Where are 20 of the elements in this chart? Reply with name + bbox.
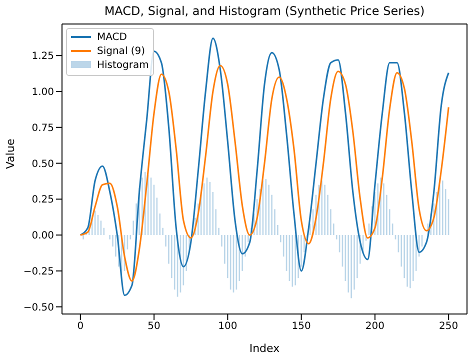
legend-label: MACD xyxy=(96,31,128,45)
x-tick-label: 200 xyxy=(365,321,384,332)
x-tick-label: 250 xyxy=(439,321,458,332)
y-tick-label: −0.25 xyxy=(23,266,54,278)
y-tick-label: 0.50 xyxy=(32,158,54,170)
y-tick-label: 0.25 xyxy=(32,194,54,206)
x-tick-label: 150 xyxy=(292,321,311,332)
y-axis-title: Value xyxy=(4,138,17,169)
y-tick-label: 0.00 xyxy=(32,230,54,242)
chart-title: MACD, Signal, and Histogram (Synthetic Price Series) xyxy=(103,4,426,18)
y-tick-label: 0.75 xyxy=(32,122,54,134)
x-tick-label: 100 xyxy=(218,321,238,332)
y-tick-label: 1.00 xyxy=(32,87,54,98)
y-tick-label: 1.25 xyxy=(32,51,54,62)
x-axis-title: Index xyxy=(249,342,280,354)
legend-label: Signal (9) xyxy=(96,45,146,59)
x-tick-label: 0 xyxy=(77,321,84,332)
x-tick-label: 50 xyxy=(148,321,160,332)
legend-label: Histogram xyxy=(96,59,149,73)
y-tick-label: −0.50 xyxy=(23,302,54,314)
